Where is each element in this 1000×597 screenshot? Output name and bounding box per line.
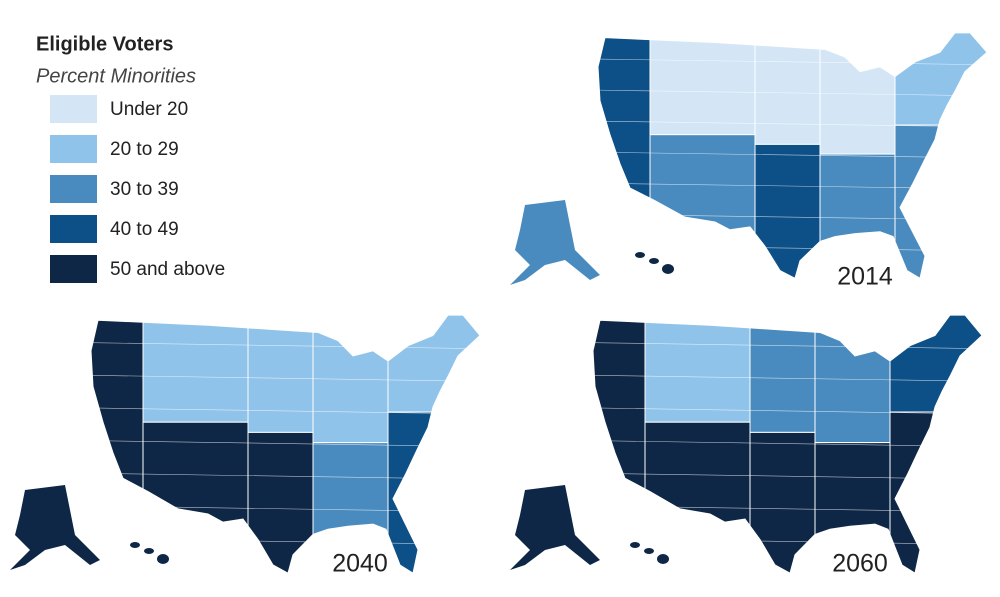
state-region bbox=[644, 421, 751, 574]
state-border bbox=[91, 374, 480, 382]
state-border bbox=[593, 407, 982, 415]
state-region bbox=[754, 32, 821, 145]
legend-label: 30 to 39 bbox=[110, 179, 179, 200]
legend-subtitle: Percent Minorities bbox=[36, 65, 196, 87]
state-border bbox=[598, 120, 987, 128]
hawaii bbox=[157, 554, 169, 564]
states bbox=[91, 315, 480, 574]
state-region bbox=[814, 315, 891, 444]
states bbox=[593, 315, 982, 574]
state-region bbox=[649, 134, 756, 279]
states bbox=[598, 32, 987, 279]
state-border bbox=[91, 407, 480, 415]
map-year: 2014 bbox=[837, 263, 893, 291]
us-outline bbox=[90, 314, 481, 574]
state-region bbox=[593, 315, 646, 574]
state-region bbox=[749, 315, 816, 433]
us-map bbox=[597, 32, 988, 280]
legend-label: 40 to 49 bbox=[110, 219, 179, 240]
state-region bbox=[819, 32, 896, 155]
state-border bbox=[91, 342, 480, 350]
hawaii bbox=[630, 542, 640, 548]
alaska bbox=[510, 485, 600, 570]
state-border bbox=[598, 89, 987, 97]
hawaii bbox=[649, 258, 659, 264]
hawaii bbox=[635, 252, 645, 258]
state-region bbox=[142, 315, 249, 423]
alaska bbox=[10, 485, 100, 570]
legend-swatch bbox=[50, 135, 97, 163]
state-region bbox=[649, 32, 756, 136]
us-outline bbox=[592, 314, 983, 574]
hawaii bbox=[657, 554, 669, 564]
hawaii bbox=[662, 264, 674, 274]
state-border bbox=[598, 58, 987, 66]
legend-label: 50 and above bbox=[110, 259, 225, 280]
state-border bbox=[593, 374, 982, 382]
state-region bbox=[754, 143, 821, 279]
legend-swatch bbox=[50, 255, 97, 283]
legend-swatch bbox=[50, 215, 97, 243]
state-region bbox=[247, 315, 314, 433]
alaska bbox=[510, 200, 600, 285]
state-region bbox=[91, 315, 144, 574]
state-region bbox=[889, 411, 982, 574]
state-region bbox=[247, 431, 314, 574]
legend-swatch bbox=[50, 95, 97, 123]
legend-label: 20 to 29 bbox=[110, 139, 179, 160]
legend-swatch bbox=[50, 175, 97, 203]
state-region bbox=[749, 431, 816, 574]
us-map bbox=[592, 314, 983, 574]
us-outline bbox=[597, 32, 988, 280]
hawaii bbox=[144, 548, 154, 554]
state-border bbox=[593, 342, 982, 350]
state-region bbox=[312, 315, 389, 444]
map-year: 2060 bbox=[832, 550, 888, 578]
legend-label: Under 20 bbox=[110, 99, 188, 120]
state-region bbox=[142, 421, 249, 574]
map-year: 2040 bbox=[332, 550, 388, 578]
hawaii bbox=[644, 548, 654, 554]
hawaii bbox=[130, 542, 140, 548]
state-region bbox=[598, 32, 651, 279]
us-map bbox=[90, 314, 481, 574]
state-region bbox=[894, 124, 987, 279]
legend-title: Eligible Voters bbox=[36, 33, 173, 55]
state-region bbox=[387, 411, 480, 574]
state-region bbox=[819, 153, 896, 279]
